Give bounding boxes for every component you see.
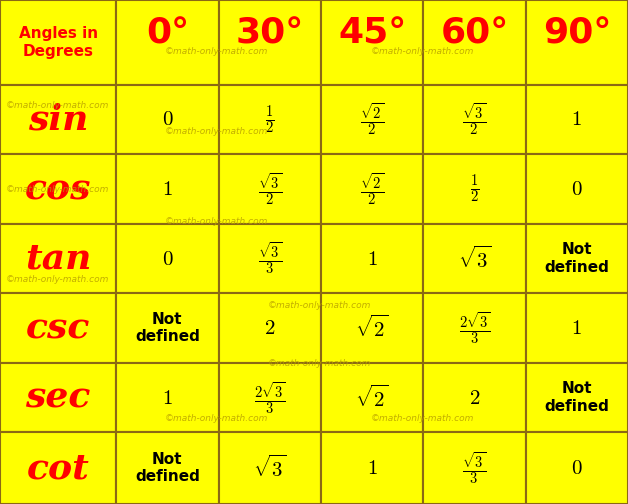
Text: $\frac{\sqrt{3}}{2}$: $\frac{\sqrt{3}}{2}$ <box>257 171 282 207</box>
Bar <box>116 293 219 363</box>
Bar <box>219 154 321 224</box>
Bar <box>0 0 116 85</box>
Bar <box>423 0 526 85</box>
Text: 30°: 30° <box>236 16 304 50</box>
Text: $\frac{\sqrt{2}}{2}$: $\frac{\sqrt{2}}{2}$ <box>360 171 384 207</box>
Bar <box>423 293 526 363</box>
Text: $2$: $2$ <box>468 388 480 408</box>
Bar <box>0 363 116 432</box>
Text: $\frac{\sqrt{3}}{2}$: $\frac{\sqrt{3}}{2}$ <box>462 101 487 138</box>
Text: 90°: 90° <box>543 16 611 50</box>
Text: tan: tan <box>25 241 91 276</box>
Text: Not
defined: Not defined <box>544 382 609 414</box>
Text: $0$: $0$ <box>161 248 173 269</box>
Text: $\frac{2\sqrt{3}}{3}$: $\frac{2\sqrt{3}}{3}$ <box>459 310 490 346</box>
Text: $1$: $1$ <box>571 109 582 130</box>
Bar <box>219 85 321 154</box>
Text: $\sqrt{3}$: $\sqrt{3}$ <box>253 455 286 481</box>
Text: Not
defined: Not defined <box>135 452 200 484</box>
Text: ©math-only-math.com: ©math-only-math.com <box>371 47 474 56</box>
Bar <box>219 432 321 504</box>
Text: 0°: 0° <box>146 16 189 50</box>
Text: ©math-only-math.com: ©math-only-math.com <box>165 47 268 56</box>
Text: $0$: $0$ <box>571 179 583 199</box>
Text: $\sqrt{3}$: $\sqrt{3}$ <box>458 245 491 272</box>
Bar <box>321 293 423 363</box>
Text: 45°: 45° <box>338 16 406 50</box>
Text: ©math-only-math.com: ©math-only-math.com <box>165 127 268 136</box>
Bar <box>423 154 526 224</box>
Text: $\frac{\sqrt{3}}{3}$: $\frac{\sqrt{3}}{3}$ <box>257 240 282 277</box>
Bar <box>321 363 423 432</box>
Bar <box>423 224 526 293</box>
Bar <box>526 224 628 293</box>
Text: $1$: $1$ <box>367 248 377 269</box>
Text: $0$: $0$ <box>161 109 173 130</box>
Bar <box>219 224 321 293</box>
Bar <box>321 224 423 293</box>
Bar <box>321 85 423 154</box>
Text: $\frac{1}{2}$: $\frac{1}{2}$ <box>265 103 274 136</box>
Bar <box>219 363 321 432</box>
Bar <box>0 293 116 363</box>
Text: $1$: $1$ <box>367 458 377 478</box>
Bar <box>116 0 219 85</box>
Text: sin: sin <box>28 102 89 137</box>
Bar <box>526 85 628 154</box>
Text: ©math-only-math.com: ©math-only-math.com <box>371 414 474 423</box>
Text: ©math-only-math.com: ©math-only-math.com <box>165 217 268 226</box>
Text: $1$: $1$ <box>162 388 173 408</box>
Text: sec: sec <box>25 381 91 415</box>
Text: ©math-only-math.com: ©math-only-math.com <box>165 414 268 423</box>
Bar <box>321 0 423 85</box>
Bar <box>0 224 116 293</box>
Text: cos: cos <box>25 172 91 206</box>
Bar <box>0 432 116 504</box>
Text: $1$: $1$ <box>162 179 173 199</box>
Text: $\frac{1}{2}$: $\frac{1}{2}$ <box>470 173 479 205</box>
Bar <box>116 363 219 432</box>
Text: cot: cot <box>26 451 90 485</box>
Bar <box>526 432 628 504</box>
Text: $\sqrt{2}$: $\sqrt{2}$ <box>355 385 389 411</box>
Bar <box>526 363 628 432</box>
Bar <box>526 293 628 363</box>
Text: ©math-only-math.com: ©math-only-math.com <box>268 301 371 310</box>
Text: ©math-only-math.com: ©math-only-math.com <box>6 184 109 194</box>
Text: $\sqrt{2}$: $\sqrt{2}$ <box>355 315 389 341</box>
Text: $\frac{\sqrt{2}}{2}$: $\frac{\sqrt{2}}{2}$ <box>360 101 384 138</box>
Text: Not
defined: Not defined <box>135 312 200 344</box>
Text: ©math-only-math.com: ©math-only-math.com <box>268 359 371 368</box>
Bar <box>0 154 116 224</box>
Text: Not
defined: Not defined <box>544 242 609 275</box>
Bar <box>321 154 423 224</box>
Bar <box>423 85 526 154</box>
Text: Angles in
Degrees: Angles in Degrees <box>19 26 97 58</box>
Text: 60°: 60° <box>440 16 509 50</box>
Text: ©math-only-math.com: ©math-only-math.com <box>6 275 109 284</box>
Bar <box>423 432 526 504</box>
Text: $2$: $2$ <box>264 318 276 338</box>
Bar <box>526 0 628 85</box>
Bar <box>116 224 219 293</box>
Text: csc: csc <box>26 311 90 345</box>
Bar <box>0 85 116 154</box>
Text: ©math-only-math.com: ©math-only-math.com <box>6 101 109 110</box>
Bar <box>116 154 219 224</box>
Bar <box>423 363 526 432</box>
Text: $0$: $0$ <box>571 458 583 478</box>
Text: $\frac{2\sqrt{3}}{3}$: $\frac{2\sqrt{3}}{3}$ <box>254 380 285 416</box>
Bar <box>219 293 321 363</box>
Bar <box>116 432 219 504</box>
Bar <box>526 154 628 224</box>
Bar <box>321 432 423 504</box>
Text: $1$: $1$ <box>571 318 582 338</box>
Text: $\frac{\sqrt{3}}{3}$: $\frac{\sqrt{3}}{3}$ <box>462 450 487 486</box>
Bar <box>116 85 219 154</box>
Bar <box>219 0 321 85</box>
